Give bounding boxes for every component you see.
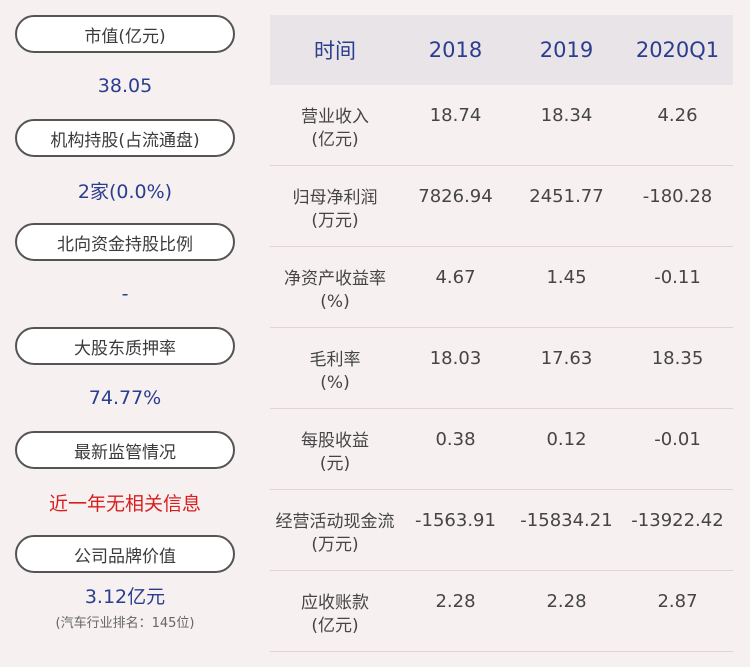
cell-value: 2.28 [546, 591, 587, 612]
row-label: 净资产收益率 (%) [270, 267, 400, 327]
brand-rank-note: (汽车行业排名：145位) [55, 615, 195, 631]
row-unit: (元) [319, 454, 351, 474]
cell-value: 2.87 [657, 591, 698, 612]
cell-value: 17.63 [540, 348, 593, 369]
pledge-ratio-label: 大股东质押率 [15, 327, 235, 365]
cell-value: 4.67 [435, 267, 476, 288]
row-label-text: 经营活动现金流 [275, 512, 395, 532]
row-unit: (万元) [311, 535, 359, 555]
cell-value: 18.34 [540, 105, 593, 126]
company-metrics-panel: 市值(亿元) 38.05 机构持股(占流通盘) 2家(0.0%) 北向资金持股比… [15, 15, 235, 639]
cell-value: 18.74 [429, 105, 482, 126]
row-label-text: 毛利率 [309, 350, 361, 370]
row-label-text: 每股收益 [301, 431, 369, 451]
institutional-holdings-value-text: 2家(0.0%) [77, 180, 173, 203]
row-label-text: 归母净利润 [292, 188, 378, 208]
regulatory-status-label: 最新监管情况 [15, 431, 235, 469]
row-label: 每股收益 (元) [270, 429, 400, 489]
regulatory-status-value-text: 近一年无相关信息 [48, 492, 201, 515]
cell-value: 18.03 [429, 348, 482, 369]
cell-value: -180.28 [642, 186, 713, 207]
financials-table: 时间 2018 2019 2020Q1 营业收入 (亿元) 18.74 18.3… [270, 15, 733, 652]
table-header: 时间 2018 2019 2020Q1 [270, 15, 733, 85]
brand-value-value: 3.12亿元 (汽车行业排名：145位) [15, 573, 235, 639]
table-row: 归母净利润 (万元) 7826.94 2451.77 -180.28 [270, 166, 733, 247]
pledge-ratio-value-text: 74.77% [88, 387, 162, 409]
cell-value: 1.45 [546, 267, 587, 288]
row-unit: (亿元) [311, 130, 359, 150]
row-unit: (%) [320, 292, 350, 312]
institutional-holdings-label: 机构持股(占流通盘) [15, 119, 235, 157]
brand-value-value-text: 3.12亿元 [84, 585, 166, 608]
table-row: 净资产收益率 (%) 4.67 1.45 -0.11 [270, 247, 733, 328]
cell-value: 18.35 [651, 348, 704, 369]
cell-value: -0.11 [654, 267, 701, 288]
row-label: 毛利率 (%) [270, 348, 400, 408]
header-2019: 2019 [539, 38, 594, 62]
cell-value: 2.28 [435, 591, 476, 612]
row-label-text: 应收账款 [301, 593, 369, 613]
row-label: 营业收入 (亿元) [270, 105, 400, 165]
cell-value: 2451.77 [529, 186, 604, 207]
pledge-ratio-value: 74.77% [15, 365, 235, 431]
row-label-text: 营业收入 [301, 107, 369, 127]
header-2020q1: 2020Q1 [635, 38, 720, 62]
row-label: 应收账款 (亿元) [270, 591, 400, 651]
cell-value: 4.26 [657, 105, 698, 126]
row-label: 归母净利润 (万元) [270, 186, 400, 246]
table-row: 毛利率 (%) 18.03 17.63 18.35 [270, 328, 733, 409]
table-row: 经营活动现金流 (万元) -1563.91 -15834.21 -13922.4… [270, 490, 733, 571]
row-unit: (亿元) [311, 616, 359, 636]
institutional-holdings-value: 2家(0.0%) [15, 157, 235, 223]
northbound-holding-value: - [15, 261, 235, 327]
table-row: 营业收入 (亿元) 18.74 18.34 4.26 [270, 85, 733, 166]
row-label: 经营活动现金流 (万元) [270, 510, 400, 570]
market-cap-value-text: 38.05 [97, 75, 153, 97]
cell-value: -1563.91 [415, 510, 496, 531]
northbound-holding-label: 北向资金持股比例 [15, 223, 235, 261]
market-cap-label: 市值(亿元) [15, 15, 235, 53]
header-2018: 2018 [428, 38, 483, 62]
table-row: 每股收益 (元) 0.38 0.12 -0.01 [270, 409, 733, 490]
cell-value: -15834.21 [520, 510, 613, 531]
header-period: 时间 [314, 39, 356, 63]
cell-value: 0.12 [546, 429, 587, 450]
cell-value: -0.01 [654, 429, 701, 450]
cell-value: 0.38 [435, 429, 476, 450]
regulatory-status-value: 近一年无相关信息 [15, 469, 235, 535]
brand-value-label: 公司品牌价值 [15, 535, 235, 573]
cell-value: 7826.94 [418, 186, 493, 207]
row-unit: (万元) [311, 211, 359, 231]
table-row: 应收账款 (亿元) 2.28 2.28 2.87 [270, 571, 733, 652]
row-label-text: 净资产收益率 [284, 269, 386, 289]
northbound-holding-value-text: - [121, 283, 129, 305]
market-cap-value: 38.05 [15, 53, 235, 119]
cell-value: -13922.42 [631, 510, 724, 531]
row-unit: (%) [320, 373, 350, 393]
